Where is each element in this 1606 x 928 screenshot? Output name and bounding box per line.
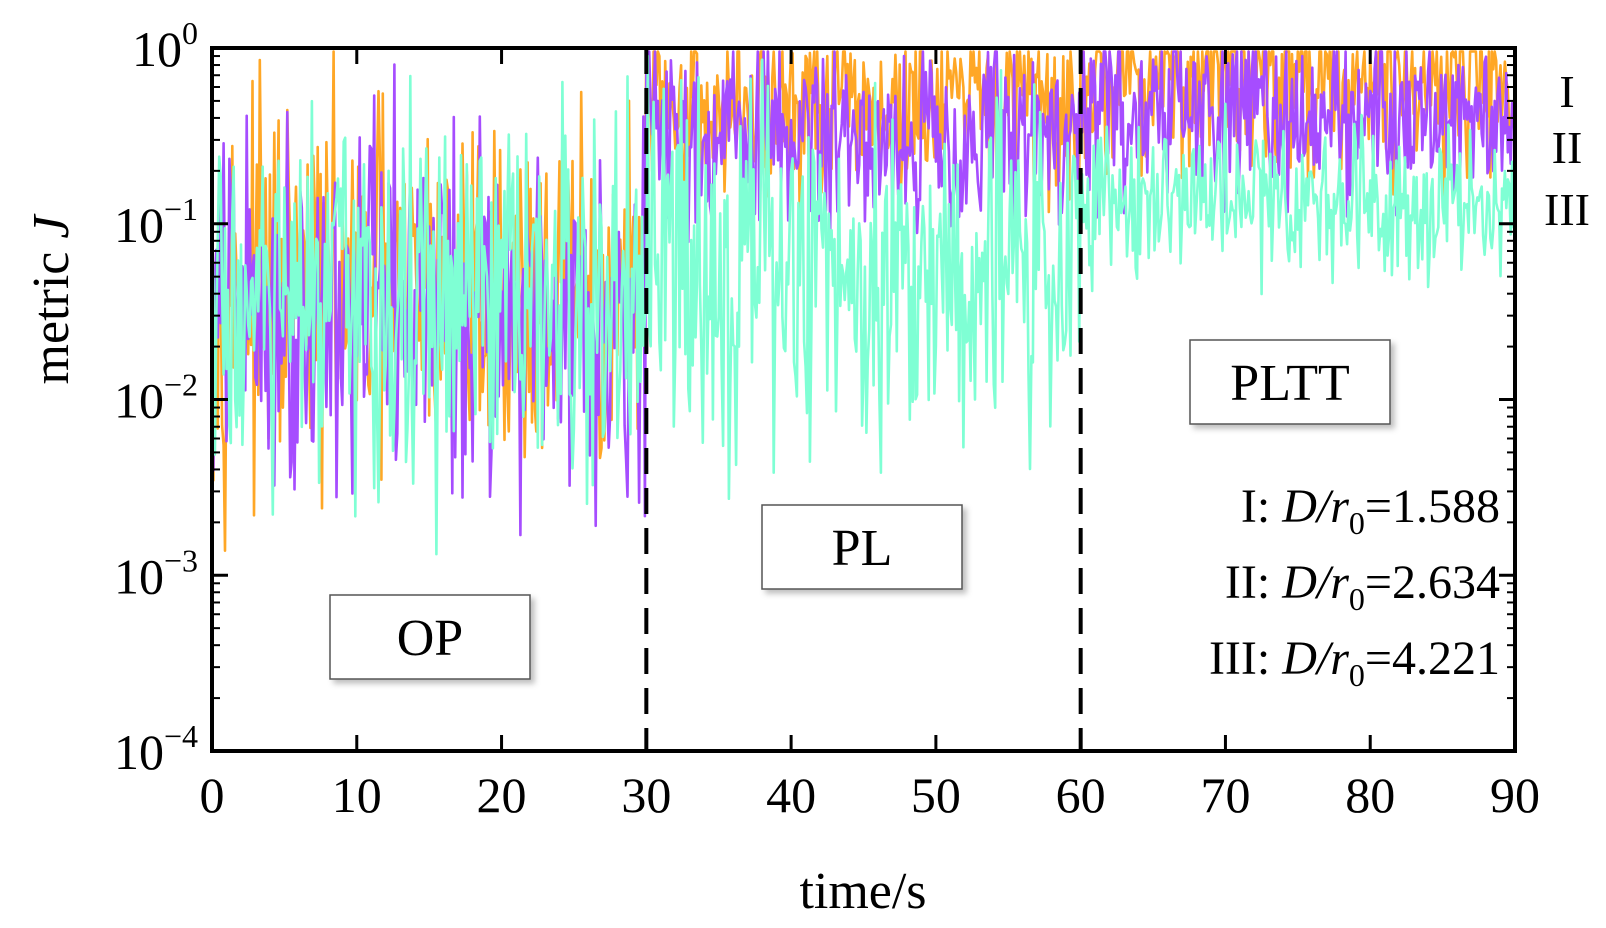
- y-tick-label: 10−3: [114, 542, 198, 604]
- phase-box-frame: [1189, 339, 1391, 425]
- phase-label: PLTT: [1230, 355, 1349, 412]
- x-tick-label: 40: [766, 767, 816, 823]
- phase-box-pltt: PLTT: [1189, 339, 1391, 425]
- series-line-1: [212, 50, 1515, 552]
- y-tick-label: 10−4: [114, 718, 198, 780]
- x-tick-label: 70: [1200, 767, 1250, 823]
- axis-ticks: 0 10 20 30 40 50 60 70 80 90 100 10−1 10−2 10−3 10−4: [114, 15, 1540, 823]
- x-tick-label: 0: [200, 767, 225, 823]
- x-tick-label: 30: [621, 767, 671, 823]
- series-line-3: [212, 54, 1515, 556]
- series-label-1: I: [1559, 66, 1574, 117]
- x-axis-title: time/s: [799, 863, 926, 920]
- legend-entry-2: II: D/r0=2.634: [1225, 556, 1500, 617]
- x-tick-label: 80: [1345, 767, 1395, 823]
- x-tick-label: 20: [477, 767, 527, 823]
- x-tick-label: 90: [1490, 767, 1540, 823]
- y-axis-title-var: J: [23, 213, 80, 239]
- phase-label: OP: [397, 610, 463, 667]
- phase-box-op: OP: [329, 594, 531, 680]
- y-axis-title: metric J: [23, 213, 80, 385]
- x-tick-label: 60: [1056, 767, 1106, 823]
- series-label-2: II: [1552, 122, 1583, 173]
- series-label-3: III: [1544, 184, 1590, 235]
- phase-labels: OP PL PLTT: [329, 339, 1391, 680]
- series-layer: [212, 50, 1515, 556]
- phase-box-pl: PL: [761, 504, 963, 590]
- phase-boundaries: [644, 48, 1083, 751]
- phase-label: PL: [832, 520, 893, 577]
- y-tick-label: 10−2: [114, 367, 198, 429]
- series-line-2: [212, 50, 1515, 537]
- y-axis-title-text: metric: [23, 239, 80, 385]
- y-tick-label: 10−1: [114, 191, 198, 253]
- legend-entry-1: I: D/r0=1.588: [1241, 480, 1500, 541]
- x-tick-label: 10: [332, 767, 382, 823]
- phase-box-frame: [329, 594, 531, 680]
- x-tick-label: 50: [911, 767, 961, 823]
- legend: I: D/r0=1.588 II: D/r0=2.634 III: D/r0=4.2…: [1209, 480, 1500, 693]
- phase-box-frame: [761, 504, 963, 590]
- legend-entry-3: III: D/r0=4.221: [1209, 632, 1500, 693]
- y-tick-label: 100: [132, 15, 198, 77]
